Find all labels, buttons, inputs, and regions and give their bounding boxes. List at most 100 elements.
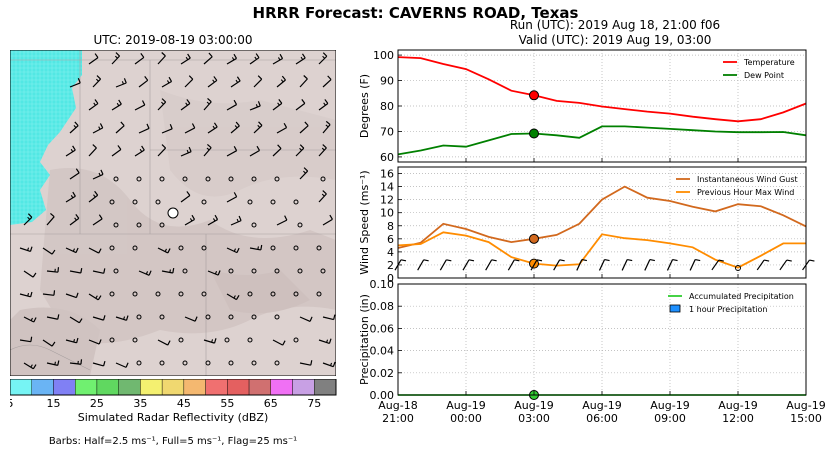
map-wind-barb (23, 316, 37, 323)
map-wind-barb (138, 270, 152, 276)
map-valid-time: UTC: 2019-08-19 03:00:00 (93, 33, 253, 47)
valid-time-marker (529, 90, 539, 101)
map-calm (274, 314, 280, 320)
map-wind-barb (318, 144, 327, 157)
map-calm (159, 360, 165, 366)
county-borders (10, 50, 336, 376)
map-wind-barb (46, 267, 60, 273)
map-calm (109, 199, 115, 205)
map-calm (274, 268, 280, 274)
map-wind-barb (184, 214, 196, 226)
y-tick-label: 12 (380, 194, 394, 207)
map-wind-barb (299, 316, 313, 322)
map-calm (201, 245, 207, 251)
legend: Accumulated Precipitation 1 hour Precipit… (668, 292, 794, 314)
map-wind-barb (19, 291, 33, 298)
map-calm (136, 222, 142, 228)
map-wind-barb (272, 53, 284, 65)
map-calm (293, 245, 299, 251)
map-calm (293, 337, 299, 343)
map-calm (251, 268, 257, 274)
colorbar-tick-label: 45 (177, 397, 191, 410)
map-calm (320, 268, 326, 274)
map-wind-barb (46, 360, 60, 366)
series-line-2 (397, 231, 806, 269)
x-tick-label-date: Aug-19 (582, 399, 621, 412)
x-tick-label-time: 06:00 (586, 412, 618, 425)
map-wind-barb (230, 121, 240, 134)
radar-map (10, 50, 336, 376)
legend-label: Temperature (743, 58, 795, 67)
y-tick-label: 70 (380, 125, 394, 138)
wind-barb (756, 259, 770, 271)
map-wind-barb (88, 339, 102, 345)
y-tick-label: 14 (380, 181, 394, 194)
map-wind-barb (157, 98, 167, 111)
legend-swatch (669, 304, 681, 313)
map-calm (228, 314, 234, 320)
y-tick-label: 10 (380, 207, 394, 220)
map-wind-barb (92, 268, 106, 274)
map-wind-barb (226, 192, 238, 203)
map-wind-barb (253, 121, 263, 134)
map-wind-barb (249, 53, 260, 65)
map-calm (159, 222, 165, 228)
y-axis-label: Wind Speed (ms⁻¹) (358, 170, 371, 274)
map-wind-barb (318, 52, 328, 65)
map-wind-barb (65, 292, 79, 299)
map-calm (109, 291, 115, 297)
map-wind-barb (69, 214, 80, 226)
map-wind-barb (276, 215, 288, 226)
legend-label: Instantaneous Wind Gust (697, 175, 798, 184)
legend: Temperature Dew Point (723, 58, 795, 80)
wind-barb (621, 258, 633, 271)
map-wind-barb (69, 316, 83, 324)
map-calm (274, 176, 280, 182)
map-wind-barb (138, 75, 149, 88)
map-calm (316, 245, 322, 251)
y-tick-label: 4 (387, 246, 394, 259)
wind-barb-calm (735, 265, 741, 271)
map-calm (228, 360, 234, 366)
map-wind-barb (92, 123, 104, 134)
legend-label: 1 hour Precipitation (689, 305, 768, 314)
wind-barb (417, 259, 429, 271)
wind-barb (689, 258, 701, 271)
map-calm (113, 176, 119, 182)
map-wind-barb (318, 190, 327, 203)
y-tick-label: 0.04 (370, 345, 395, 358)
map-wind-barb (253, 75, 263, 88)
x-tick-label-date: Aug-19 (446, 399, 485, 412)
map-wind-barb (69, 359, 83, 365)
valid-time: Valid (UTC): 2019 Aug 19, 03:00 (518, 33, 712, 47)
map-wind-barb (115, 78, 127, 88)
map-wind-barb (42, 247, 56, 255)
map-wind-barb (226, 247, 240, 254)
series-line-1 (397, 56, 807, 123)
map-wind-barb (111, 99, 122, 111)
map-wind-barb (92, 360, 106, 367)
run-time: Run (UTC): 2019 Aug 18, 21:00 f06 (509, 18, 721, 32)
map-calm (297, 268, 303, 274)
map-calm (201, 291, 207, 297)
map-wind-barb (134, 145, 145, 157)
map-wind-barb (299, 167, 309, 180)
map-wind-barb (115, 362, 129, 368)
map-wind-barbs (19, 52, 336, 370)
wind-barb (666, 258, 678, 271)
map-wind-barb (111, 52, 121, 65)
map-calm (228, 176, 234, 182)
map-wind-barb (207, 214, 219, 226)
colorbar-tick-label: 25 (90, 397, 104, 410)
map-calm (113, 222, 119, 228)
map-calm (293, 291, 299, 297)
map-wind-barb (23, 213, 33, 226)
colorbar-tick-label: 15 (46, 397, 60, 410)
station-marker (167, 207, 179, 219)
colorbar-tick-label: 35 (133, 397, 147, 410)
x-tick-label-time: 00:00 (450, 412, 482, 425)
map-calm (178, 337, 184, 343)
map-wind-barb (19, 246, 33, 253)
map-wind-barb (184, 316, 198, 322)
